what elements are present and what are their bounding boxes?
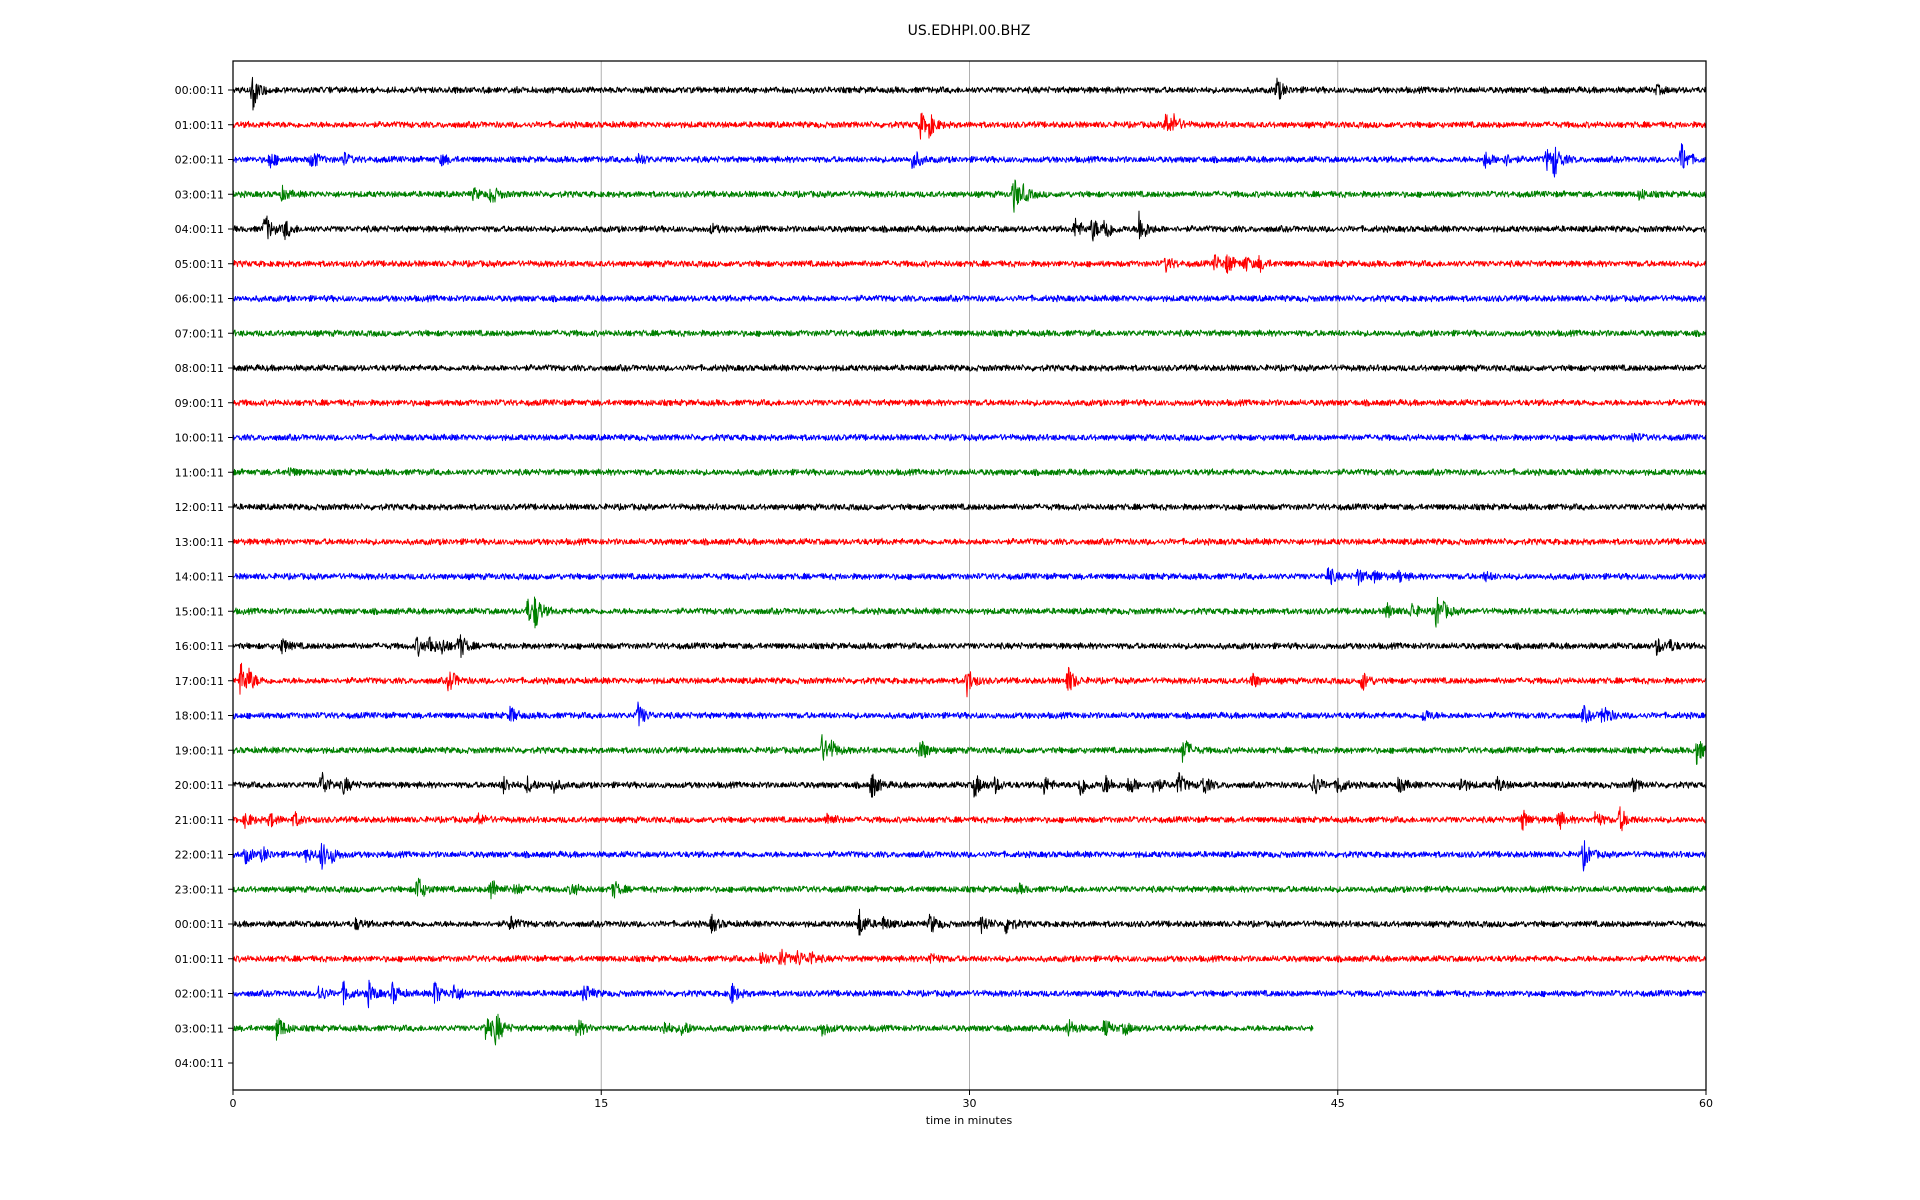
seismic-trace [232,537,1707,546]
y-tick-label: 06:00:11 [175,293,224,306]
seismic-trace [232,662,1707,698]
x-tick-label: 0 [230,1097,237,1110]
seismic-trace [232,112,1707,140]
y-tick-labels: 00:00:11 01:00:11 02:00:11 03:00:11 04:00:11… [175,84,233,1070]
y-tick-label: 14:00:11 [175,571,224,584]
x-tick-label: 15 [594,1097,608,1110]
seismic-trace [232,979,1707,1009]
seismic-trace [232,948,1707,966]
seismic-trace [232,179,1707,213]
x-axis-label: time in minutes [926,1114,1013,1127]
seismic-trace [232,734,1707,765]
seismic-trace [232,210,1707,242]
seismic-trace [232,503,1707,511]
y-tick-label: 20:00:11 [175,779,224,792]
seismic-trace [232,254,1707,274]
traces [232,76,1707,1046]
y-tick-label: 02:00:11 [175,988,224,1001]
y-tick-label: 00:00:11 [175,918,224,931]
seismic-trace [232,398,1707,407]
y-tick-label: 07:00:11 [175,327,224,340]
seismic-trace [232,76,1707,111]
seismic-trace [232,294,1707,303]
seismic-trace [232,806,1707,832]
seismic-trace [232,771,1707,798]
y-tick-label: 01:00:11 [175,119,224,132]
y-tick-label: 12:00:11 [175,501,224,514]
x-tick-label: 60 [1699,1097,1713,1110]
x-ticks: 0 15 30 45 60 [230,1090,1713,1110]
x-tick-label: 30 [963,1097,977,1110]
seismic-trace [232,329,1707,338]
seismic-trace [232,364,1707,372]
y-tick-label: 16:00:11 [175,640,224,653]
seismic-trace [232,567,1707,586]
y-tick-label: 05:00:11 [175,258,224,271]
y-tick-label: 01:00:11 [175,953,224,966]
y-tick-label: 21:00:11 [175,814,224,827]
seismic-trace [232,596,1707,629]
seismic-trace [232,432,1707,443]
y-tick-label: 11:00:11 [175,466,224,479]
seismic-trace [232,877,1707,900]
seismic-trace [232,467,1707,477]
y-tick-label: 08:00:11 [175,362,224,375]
seismic-trace [232,701,1707,727]
y-tick-label: 09:00:11 [175,397,224,410]
y-tick-label: 10:00:11 [175,432,224,445]
plot-frame [232,60,1707,1091]
y-tick-label: 04:00:11 [175,1057,224,1070]
seismic-trace [232,908,1707,936]
seismic-trace [232,143,1707,178]
y-tick-label: 02:00:11 [175,154,224,167]
y-tick-label: 19:00:11 [175,744,224,757]
y-tick-label: 15:00:11 [175,605,224,618]
seismic-trace [232,840,1707,872]
y-tick-label: 17:00:11 [175,675,224,688]
y-tick-label: 18:00:11 [175,710,224,723]
y-tick-label: 03:00:11 [175,188,224,201]
x-tick-label: 45 [1331,1097,1345,1110]
y-tick-label: 22:00:11 [175,849,224,862]
seismic-trace [232,1013,1314,1046]
y-tick-label: 13:00:11 [175,536,224,549]
y-tick-label: 23:00:11 [175,883,224,896]
y-tick-label: 04:00:11 [175,223,224,236]
y-tick-label: 00:00:11 [175,84,224,97]
seismic-trace [232,634,1707,658]
y-tick-label: 03:00:11 [175,1022,224,1035]
chart-title: US.EDHPI.00.BHZ [908,23,1031,39]
